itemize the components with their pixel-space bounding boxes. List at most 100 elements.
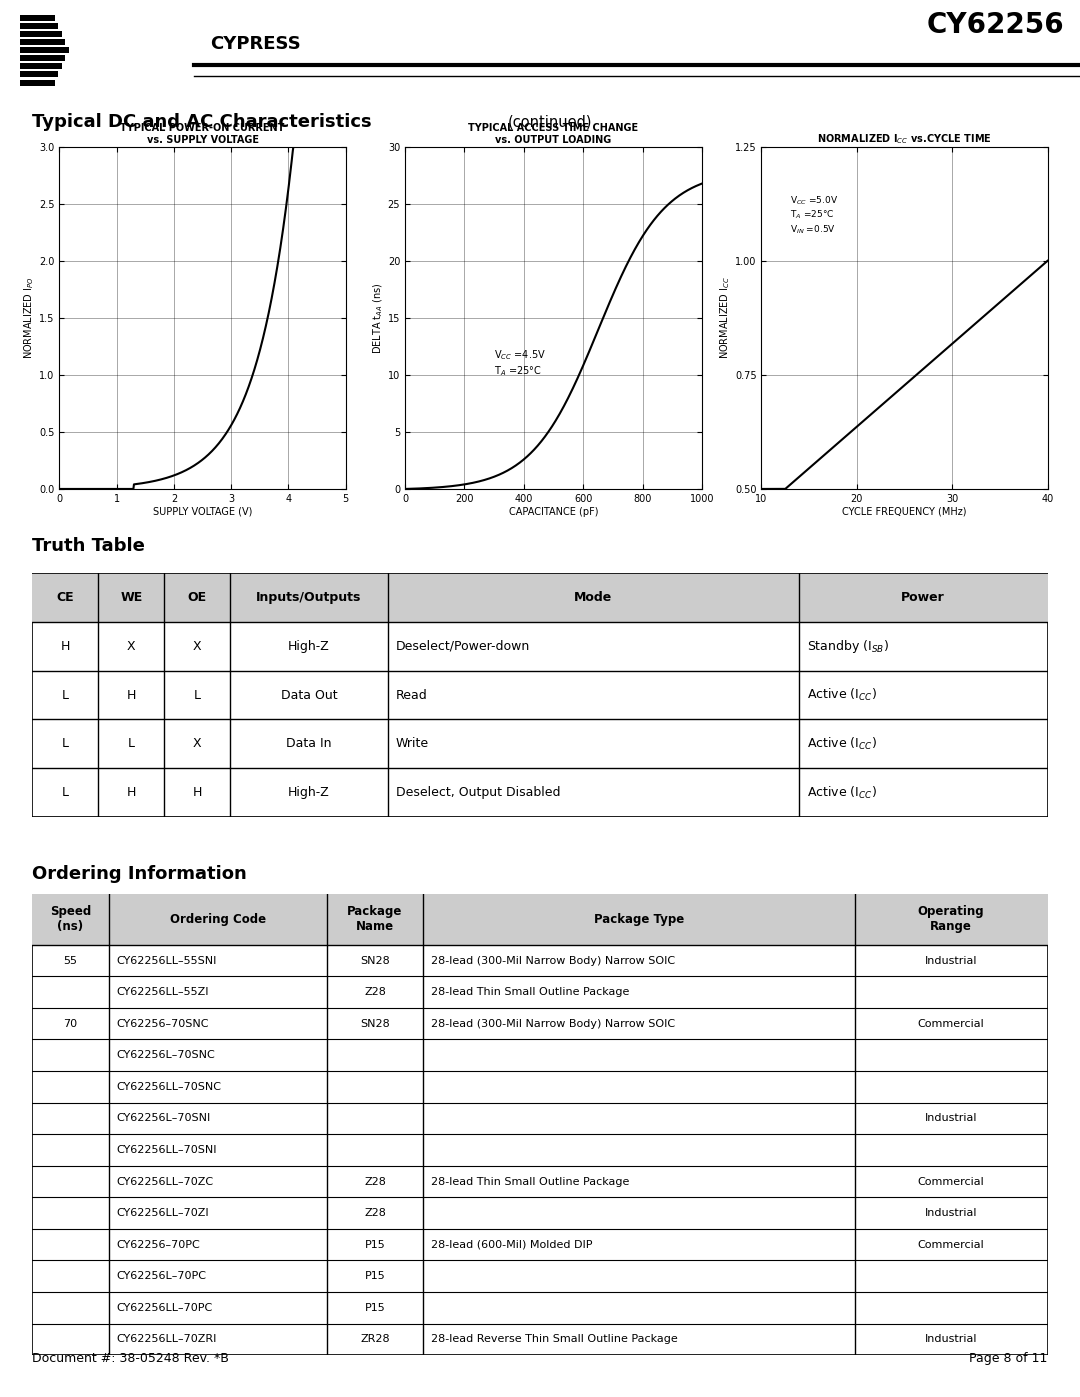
Text: Industrial: Industrial: [924, 1334, 977, 1344]
Text: Power: Power: [902, 591, 945, 604]
Text: 28-lead Thin Small Outline Package: 28-lead Thin Small Outline Package: [431, 988, 630, 997]
Text: Data In: Data In: [286, 738, 332, 750]
Text: OE: OE: [188, 591, 207, 604]
Text: SN28: SN28: [360, 1018, 390, 1028]
Bar: [19, 56, 66, 61]
Text: 55: 55: [64, 956, 78, 965]
Text: L: L: [62, 787, 69, 799]
Text: Write: Write: [396, 738, 429, 750]
Text: Commercial: Commercial: [918, 1239, 985, 1250]
Text: H: H: [126, 787, 136, 799]
Text: CY62256L–70SNI: CY62256L–70SNI: [117, 1113, 211, 1123]
Text: Package
Name: Package Name: [348, 905, 403, 933]
Text: SN28: SN28: [360, 956, 390, 965]
Text: Industrial: Industrial: [924, 1208, 977, 1218]
Text: CY62256LL–70SNC: CY62256LL–70SNC: [117, 1081, 221, 1092]
Text: X: X: [193, 640, 202, 652]
Text: CY62256–70PC: CY62256–70PC: [117, 1239, 201, 1250]
Text: H: H: [60, 640, 70, 652]
Text: 28-lead (600-Mil) Molded DIP: 28-lead (600-Mil) Molded DIP: [431, 1239, 593, 1250]
Text: P15: P15: [365, 1303, 386, 1313]
Bar: [19, 63, 62, 70]
Text: Ordering Code: Ordering Code: [170, 912, 266, 926]
Text: CY62256LL–55SNI: CY62256LL–55SNI: [117, 956, 217, 965]
Text: Commercial: Commercial: [918, 1176, 985, 1186]
Text: CE: CE: [56, 591, 75, 604]
Text: 28-lead Reverse Thin Small Outline Package: 28-lead Reverse Thin Small Outline Packa…: [431, 1334, 678, 1344]
Text: Industrial: Industrial: [924, 956, 977, 965]
Text: H: H: [192, 787, 202, 799]
Text: Industrial: Industrial: [924, 1113, 977, 1123]
Text: V$_{CC}$ =5.0V
T$_A$ =25°C
V$_{IN}$ =0.5V: V$_{CC}$ =5.0V T$_A$ =25°C V$_{IN}$ =0.5…: [791, 194, 838, 236]
Text: Active (I$_{CC}$): Active (I$_{CC}$): [807, 785, 877, 800]
Text: 28-lead (300-Mil Narrow Body) Narrow SOIC: 28-lead (300-Mil Narrow Body) Narrow SOI…: [431, 1018, 675, 1028]
Text: CY62256LL–70SNI: CY62256LL–70SNI: [117, 1146, 217, 1155]
Title: TYPICAL POWER-ON CURRENT
vs. SUPPLY VOLTAGE: TYPICAL POWER-ON CURRENT vs. SUPPLY VOLT…: [120, 123, 285, 144]
Text: Z28: Z28: [364, 1176, 386, 1186]
Text: Read: Read: [396, 689, 428, 701]
Text: High-Z: High-Z: [288, 787, 329, 799]
Bar: [19, 39, 66, 45]
Text: 28-lead (300-Mil Narrow Body) Narrow SOIC: 28-lead (300-Mil Narrow Body) Narrow SOI…: [431, 956, 675, 965]
Text: Data Out: Data Out: [281, 689, 337, 701]
Text: Speed
(ns): Speed (ns): [50, 905, 91, 933]
Text: High-Z: High-Z: [288, 640, 329, 652]
Text: Active (I$_{CC}$): Active (I$_{CC}$): [807, 736, 877, 752]
Text: L: L: [194, 689, 201, 701]
Title: NORMALIZED I$_{CC}$ vs.CYCLE TIME: NORMALIZED I$_{CC}$ vs.CYCLE TIME: [818, 133, 991, 147]
Text: CY62256LL–70ZI: CY62256LL–70ZI: [117, 1208, 210, 1218]
Text: ZR28: ZR28: [361, 1334, 390, 1344]
Text: CY62256–70SNC: CY62256–70SNC: [117, 1018, 210, 1028]
Title: TYPICAL ACCESS TIME CHANGE
vs. OUTPUT LOADING: TYPICAL ACCESS TIME CHANGE vs. OUTPUT LO…: [469, 123, 638, 144]
Text: Package Type: Package Type: [594, 912, 684, 926]
Text: Standby (I$_{SB}$): Standby (I$_{SB}$): [807, 637, 889, 655]
Text: CYPRESS: CYPRESS: [211, 35, 301, 53]
Text: H: H: [126, 689, 136, 701]
X-axis label: CAPACITANCE (pF): CAPACITANCE (pF): [509, 507, 598, 517]
Y-axis label: NORMALIZED I$_{PO}$: NORMALIZED I$_{PO}$: [23, 277, 37, 359]
Bar: [19, 31, 62, 36]
Bar: [19, 80, 55, 85]
Text: 28-lead Thin Small Outline Package: 28-lead Thin Small Outline Package: [431, 1176, 630, 1186]
Y-axis label: DELTA t$_{AA}$ (ns): DELTA t$_{AA}$ (ns): [372, 282, 384, 353]
Text: 70: 70: [64, 1018, 78, 1028]
Text: Mode: Mode: [575, 591, 612, 604]
Text: Document #: 38-05248 Rev. *B: Document #: 38-05248 Rev. *B: [32, 1352, 229, 1365]
Text: Operating
Range: Operating Range: [918, 905, 985, 933]
Text: Truth Table: Truth Table: [32, 536, 146, 555]
Text: CY62256LL–70ZRI: CY62256LL–70ZRI: [117, 1334, 217, 1344]
Bar: [19, 47, 69, 53]
Text: Deselect, Output Disabled: Deselect, Output Disabled: [396, 787, 561, 799]
Text: Z28: Z28: [364, 988, 386, 997]
Text: WE: WE: [120, 591, 143, 604]
Bar: [19, 15, 55, 21]
Text: P15: P15: [365, 1239, 386, 1250]
Text: CY62256L–70SNC: CY62256L–70SNC: [117, 1051, 215, 1060]
Text: Page 8 of 11: Page 8 of 11: [969, 1352, 1048, 1365]
Text: CY62256LL–55ZI: CY62256LL–55ZI: [117, 988, 210, 997]
X-axis label: SUPPLY VOLTAGE (V): SUPPLY VOLTAGE (V): [152, 507, 253, 517]
Bar: [32, 894, 1048, 944]
Text: Deselect/Power-down: Deselect/Power-down: [396, 640, 530, 652]
Text: X: X: [127, 640, 136, 652]
Text: V$_{CC}$ =4.5V
T$_A$ =25°C: V$_{CC}$ =4.5V T$_A$ =25°C: [495, 349, 546, 379]
Text: Active (I$_{CC}$): Active (I$_{CC}$): [807, 687, 877, 703]
Text: CY62256: CY62256: [927, 11, 1064, 39]
Text: Ordering Information: Ordering Information: [32, 866, 247, 883]
Text: P15: P15: [365, 1271, 386, 1281]
Text: L: L: [62, 738, 69, 750]
Text: X: X: [193, 738, 202, 750]
Text: Commercial: Commercial: [918, 1018, 985, 1028]
Text: CY62256L–70PC: CY62256L–70PC: [117, 1271, 206, 1281]
Bar: [19, 22, 58, 29]
Text: Inputs/Outputs: Inputs/Outputs: [256, 591, 362, 604]
Text: (continued): (continued): [508, 115, 592, 130]
Text: CY62256LL–70PC: CY62256LL–70PC: [117, 1303, 213, 1313]
Text: L: L: [62, 689, 69, 701]
Bar: [19, 71, 58, 77]
Text: Z28: Z28: [364, 1208, 386, 1218]
X-axis label: CYCLE FREQUENCY (MHz): CYCLE FREQUENCY (MHz): [842, 507, 967, 517]
Text: CY62256LL–70ZC: CY62256LL–70ZC: [117, 1176, 214, 1186]
Text: Typical DC and AC Characteristics: Typical DC and AC Characteristics: [32, 113, 372, 131]
Text: L: L: [127, 738, 135, 750]
